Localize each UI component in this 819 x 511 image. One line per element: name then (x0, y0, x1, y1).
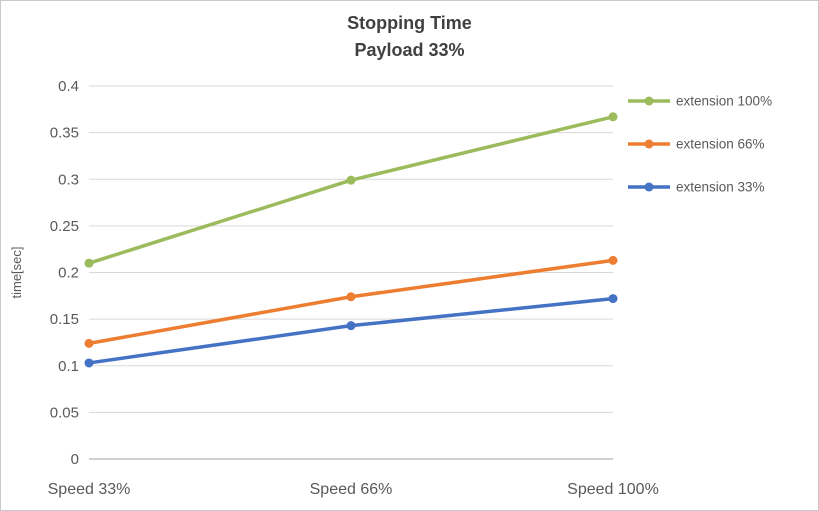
x-tick-label: Speed 100% (567, 481, 659, 498)
data-point-marker-extension-66- (346, 292, 356, 302)
data-point-marker-extension-33- (84, 358, 94, 368)
y-tick-label: 0 (71, 451, 79, 468)
y-tick-label: 0.2 (58, 265, 79, 282)
y-tick-label: 0.25 (50, 218, 79, 235)
chart-title: Stopping Time Payload 33% (1, 10, 818, 64)
y-tick-label: 0.15 (50, 311, 79, 328)
x-tick-label: Speed 66% (310, 481, 393, 498)
y-tick-label: 0.35 (50, 125, 79, 142)
data-point-marker-extension-66- (84, 338, 94, 348)
legend-label: extension 100% (676, 94, 772, 109)
y-tick-label: 0.05 (50, 404, 79, 421)
chart-title-line2: Payload 33% (354, 40, 465, 60)
data-point-marker-extension-33- (608, 294, 618, 304)
x-tick-label: Speed 33% (48, 481, 131, 498)
legend-label: extension 66% (676, 137, 765, 152)
legend-marker (644, 182, 654, 192)
data-point-marker-extension-33- (346, 321, 356, 331)
data-point-marker-extension-100- (84, 258, 94, 268)
y-tick-label: 0.3 (58, 171, 79, 188)
data-point-marker-extension-100- (346, 175, 356, 185)
y-tick-label: 0.4 (58, 78, 79, 95)
legend-label: extension 33% (676, 180, 765, 195)
chart-title-line1: Stopping Time (347, 13, 472, 33)
legend-marker (644, 139, 654, 149)
y-axis-title: time[sec] (9, 246, 24, 298)
series-line-extension-100- (87, 115, 615, 265)
y-tick-label: 0.1 (58, 358, 79, 375)
legend-marker (644, 96, 654, 106)
data-point-marker-extension-100- (608, 112, 618, 122)
data-point-marker-extension-66- (608, 255, 618, 265)
